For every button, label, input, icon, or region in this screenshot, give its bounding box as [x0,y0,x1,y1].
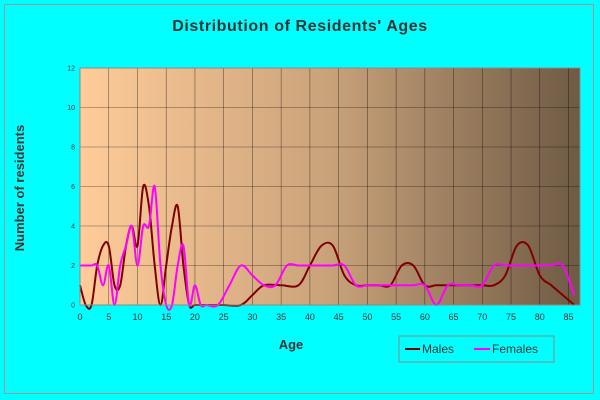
series-line-females [80,185,576,311]
x-tick-label: 30 [247,312,257,322]
x-tick-labels: 0 5 10 15 20 25 30 35 40 45 50 55 60 65 70 75 80 85 [77,312,573,322]
x-tick-label: 5 [106,312,111,322]
chart-frame [4,4,594,394]
legend: Males Females [398,335,555,363]
series-lines [79,183,576,311]
x-tick-label: 85 [563,312,573,322]
x-tick-label: 45 [334,312,344,322]
legend-females-label: Females [492,342,538,356]
x-axis-title: Age [279,337,304,352]
chart-title: Distribution of Residents' Ages [172,18,428,35]
x-tick-label: 15 [161,312,171,322]
y-tick-label: 12 [67,66,75,73]
y-tick-labels: 0 2 4 6 8 10 12 [67,66,75,310]
x-tick-label: 25 [219,312,229,322]
y-tick-label: 6 [71,184,75,191]
y-tick-label: 4 [71,224,75,231]
x-tick-label: 65 [449,312,459,322]
x-tick-label: 20 [190,312,200,322]
legend-males-label: Males [422,342,454,356]
legend-box [398,335,555,363]
y-tick-label: 8 [71,145,75,152]
y-tick-label: 0 [71,303,75,310]
y-tick-label: 10 [67,105,75,112]
x-tick-label: 0 [77,312,82,322]
plot-border [79,67,581,306]
y-axis-title: Number of residents [12,125,27,251]
x-tick-label: 80 [535,312,545,322]
x-tick-label: 55 [391,312,401,322]
y-tick-label: 2 [71,263,75,270]
x-tick-label: 60 [420,312,430,322]
x-tick-label: 70 [477,312,487,322]
x-tick-label: 40 [305,312,315,322]
x-tick-label: 10 [132,312,142,322]
x-tick-label: 75 [506,312,516,322]
x-tick-label: 35 [276,312,286,322]
x-tick-label: 50 [362,312,372,322]
